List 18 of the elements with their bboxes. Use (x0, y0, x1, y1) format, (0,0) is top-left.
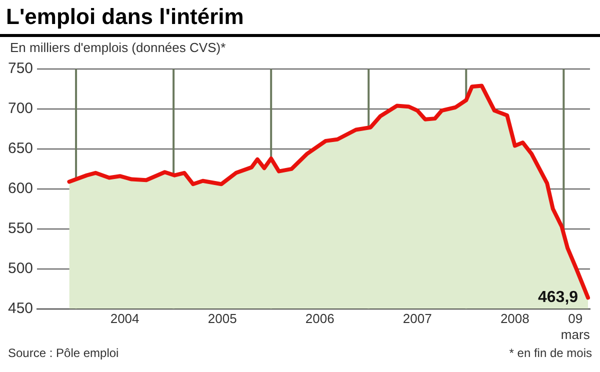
x-tick-label: 2006 (305, 311, 334, 326)
y-tick-label: 450 (8, 300, 34, 317)
y-tick-label: 550 (8, 220, 34, 238)
y-tick-label: 500 (8, 260, 34, 277)
x-tick-label: 2008 (500, 311, 530, 326)
x-tick-label: 09 mars (560, 311, 590, 342)
y-tick-label: 650 (8, 140, 34, 158)
text: * en fin de mois (509, 346, 592, 360)
y-tick-label: 750 (8, 60, 34, 78)
x-tick-label: 2005 (208, 311, 237, 326)
y-tick-label: 600 (8, 180, 34, 198)
y-tick-label: 700 (8, 100, 34, 118)
y-axis-title: En milliers d'emplois (données CVS)* (9, 39, 227, 56)
x-tick-label: 2007 (402, 311, 432, 326)
source-note: Source : Pôle emploi (8, 346, 119, 360)
x-tick-label: 2004 (110, 311, 140, 326)
data-label: 463,9 (538, 289, 578, 306)
chart-title: L'emploi dans l'intérim (0, 0, 600, 37)
